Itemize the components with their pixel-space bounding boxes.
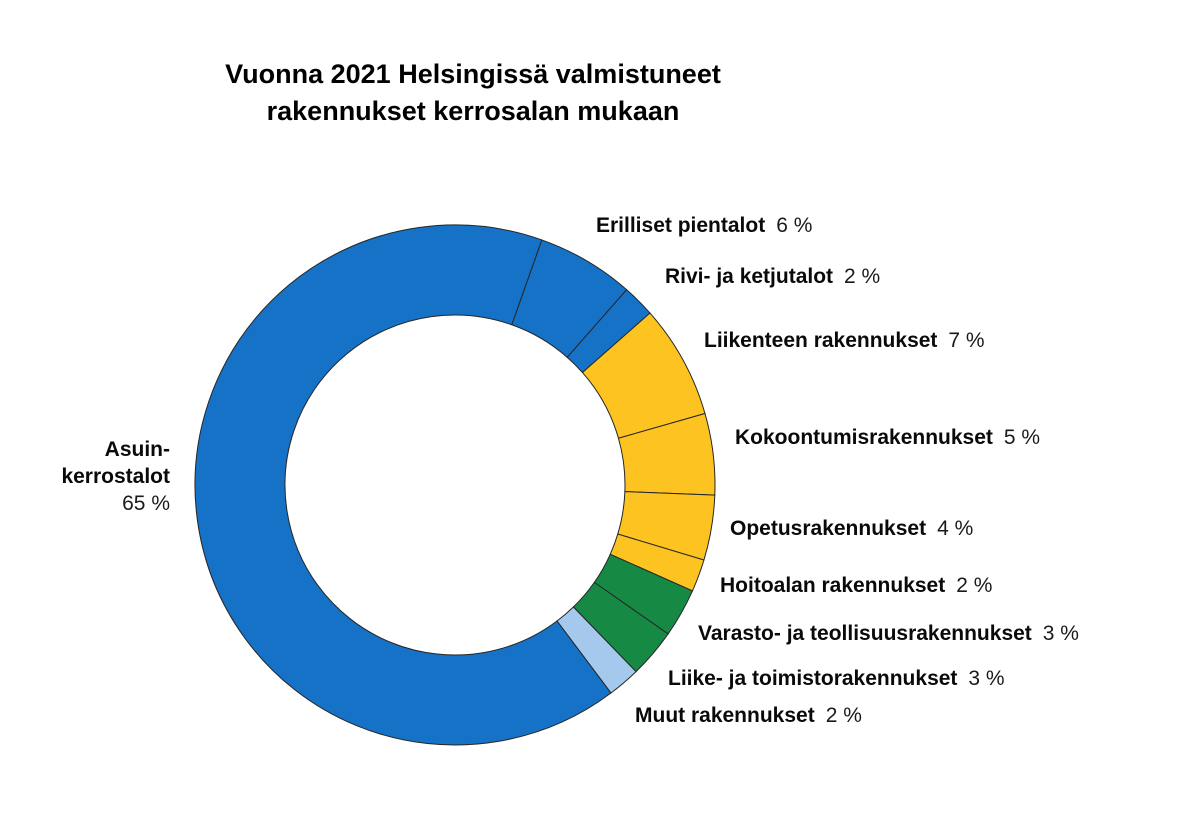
segment-label: Rivi- ja ketjutalot bbox=[665, 265, 834, 288]
segment-callout: Varasto- ja teollisuusrakennukset 3 % bbox=[698, 620, 1079, 647]
segment-value: 2 % bbox=[825, 704, 862, 727]
segment-label: Muut rakennukset bbox=[635, 704, 815, 727]
segment-callout: Opetusrakennukset 4 % bbox=[730, 515, 973, 542]
segment-callout: Hoitoalan rakennukset 2 % bbox=[720, 572, 992, 599]
segment-value: 6 % bbox=[776, 214, 813, 237]
segment-label: Kokoontumisrakennukset bbox=[735, 426, 993, 449]
segment-label: Liike- ja toimistorakennukset bbox=[668, 667, 958, 690]
segment-callout: Asuin-kerrostalot 65 % bbox=[61, 436, 170, 517]
segment-value: 2 % bbox=[956, 574, 993, 597]
chart-title-line1: Vuonna 2021 Helsingissä valmistuneet bbox=[225, 59, 721, 89]
segment-callout: Liikenteen rakennukset 7 % bbox=[704, 327, 985, 354]
segment-callout: Muut rakennukset 2 % bbox=[635, 702, 862, 729]
donut-segment bbox=[194, 224, 612, 746]
chart-title-line2: rakennukset kerrosalan mukaan bbox=[266, 96, 680, 126]
segment-label: Varasto- ja teollisuusrakennukset bbox=[698, 622, 1032, 645]
segment-value: 4 % bbox=[937, 517, 974, 540]
segment-label: kerrostalot bbox=[61, 465, 170, 488]
segment-label: Liikenteen rakennukset bbox=[704, 329, 938, 352]
segment-label: Hoitoalan rakennukset bbox=[720, 574, 946, 597]
segment-label: Opetusrakennukset bbox=[730, 517, 927, 540]
segment-label: Erilliset pientalot bbox=[596, 214, 766, 237]
segment-callout: Liike- ja toimistorakennukset 3 % bbox=[668, 665, 1005, 692]
segment-callout: Kokoontumisrakennukset 5 % bbox=[735, 424, 1040, 451]
segment-label: Asuin- bbox=[104, 438, 170, 461]
chart-title: Vuonna 2021 Helsingissä valmistuneet rak… bbox=[73, 56, 873, 130]
segment-callout: Erilliset pientalot 6 % bbox=[596, 212, 812, 239]
segment-callout: Rivi- ja ketjutalot 2 % bbox=[665, 263, 880, 290]
segment-value: 5 % bbox=[1003, 426, 1041, 449]
segment-value: 7 % bbox=[948, 329, 985, 352]
segment-value: 2 % bbox=[844, 265, 881, 288]
segment-value: 3 % bbox=[1042, 622, 1079, 645]
segment-value: 65 % bbox=[122, 492, 170, 515]
segment-value: 3 % bbox=[968, 667, 1005, 690]
